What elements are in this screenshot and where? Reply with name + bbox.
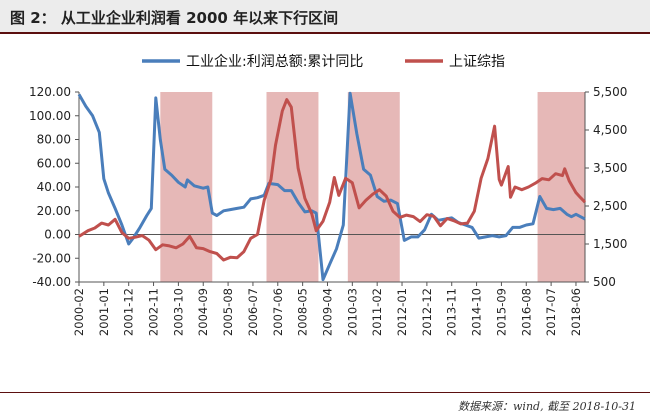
left-tick-label: 60.00: [37, 156, 71, 170]
downturn-band: [537, 92, 585, 282]
left-tick-label: 100.00: [29, 109, 71, 123]
x-tick-label: 2004-09: [196, 288, 210, 336]
x-tick-label: 2012-01: [395, 288, 409, 336]
right-tick-label: 3,500: [593, 161, 627, 175]
series-line-profit-growth: [77, 91, 586, 282]
left-tick-label: -40.00: [32, 275, 71, 289]
x-tick-label: 2010-03: [345, 288, 359, 336]
x-tick-label: 2007-06: [271, 288, 285, 336]
x-tick-label: 2003-10: [171, 288, 185, 336]
left-tick-label: 40.00: [37, 180, 71, 194]
x-tick-label: 2002-11: [147, 288, 161, 336]
left-tick-label: 0.00: [44, 228, 71, 242]
left-tick-label: 120.00: [29, 85, 71, 99]
legend-label: 上证综指: [449, 54, 505, 70]
right-tick-label: 5,500: [593, 85, 627, 99]
x-tick-label: 2012-12: [420, 288, 434, 336]
footer-rule: [0, 392, 650, 393]
x-tick-label: 2001-01: [97, 288, 111, 336]
x-tick-label: 2016-08: [519, 288, 533, 336]
x-tick-label: 2014-10: [470, 288, 484, 336]
left-tick-label: -20.00: [32, 251, 71, 265]
right-tick-label: 1,500: [593, 237, 627, 251]
right-tick-label: 2,500: [593, 199, 627, 213]
x-tick-label: 2009-04: [320, 288, 334, 336]
x-tick-label: 2011-02: [370, 288, 384, 336]
chart: -40.00 -20.00 0.00 20.00 40.00 60.00 80.00 100.…: [29, 53, 627, 336]
x-tick-label: 2000-02: [72, 288, 86, 336]
source-note: 数据来源：wind, 截至 2018-10-31: [458, 400, 636, 413]
right-tick-label: 500: [593, 275, 616, 289]
x-tick-label: 2013-11: [445, 288, 459, 336]
x-tick-label: 2017-07: [544, 288, 558, 336]
left-tick-label: 80.00: [37, 133, 71, 147]
x-tick-label: 2015-09: [494, 288, 508, 336]
series-line-shanghai-index: [78, 98, 587, 262]
left-tick-label: 20.00: [37, 204, 71, 218]
chart-title: 图 2： 从工业企业利润看 2000 年以来下行区间: [10, 9, 339, 27]
x-tick-label: 2006-07: [246, 288, 260, 336]
x-tick-label: 2001-12: [122, 288, 136, 336]
x-tick-label: 2005-08: [221, 288, 235, 336]
title-bar: 图 2： 从工业企业利润看 2000 年以来下行区间: [0, 0, 650, 34]
x-tick-label: 2008-05: [296, 288, 310, 336]
legend-label: 工业企业:利润总额:累计同比: [186, 53, 363, 70]
x-tick-label: 2018-06: [569, 288, 583, 336]
right-tick-label: 4,500: [593, 123, 627, 137]
